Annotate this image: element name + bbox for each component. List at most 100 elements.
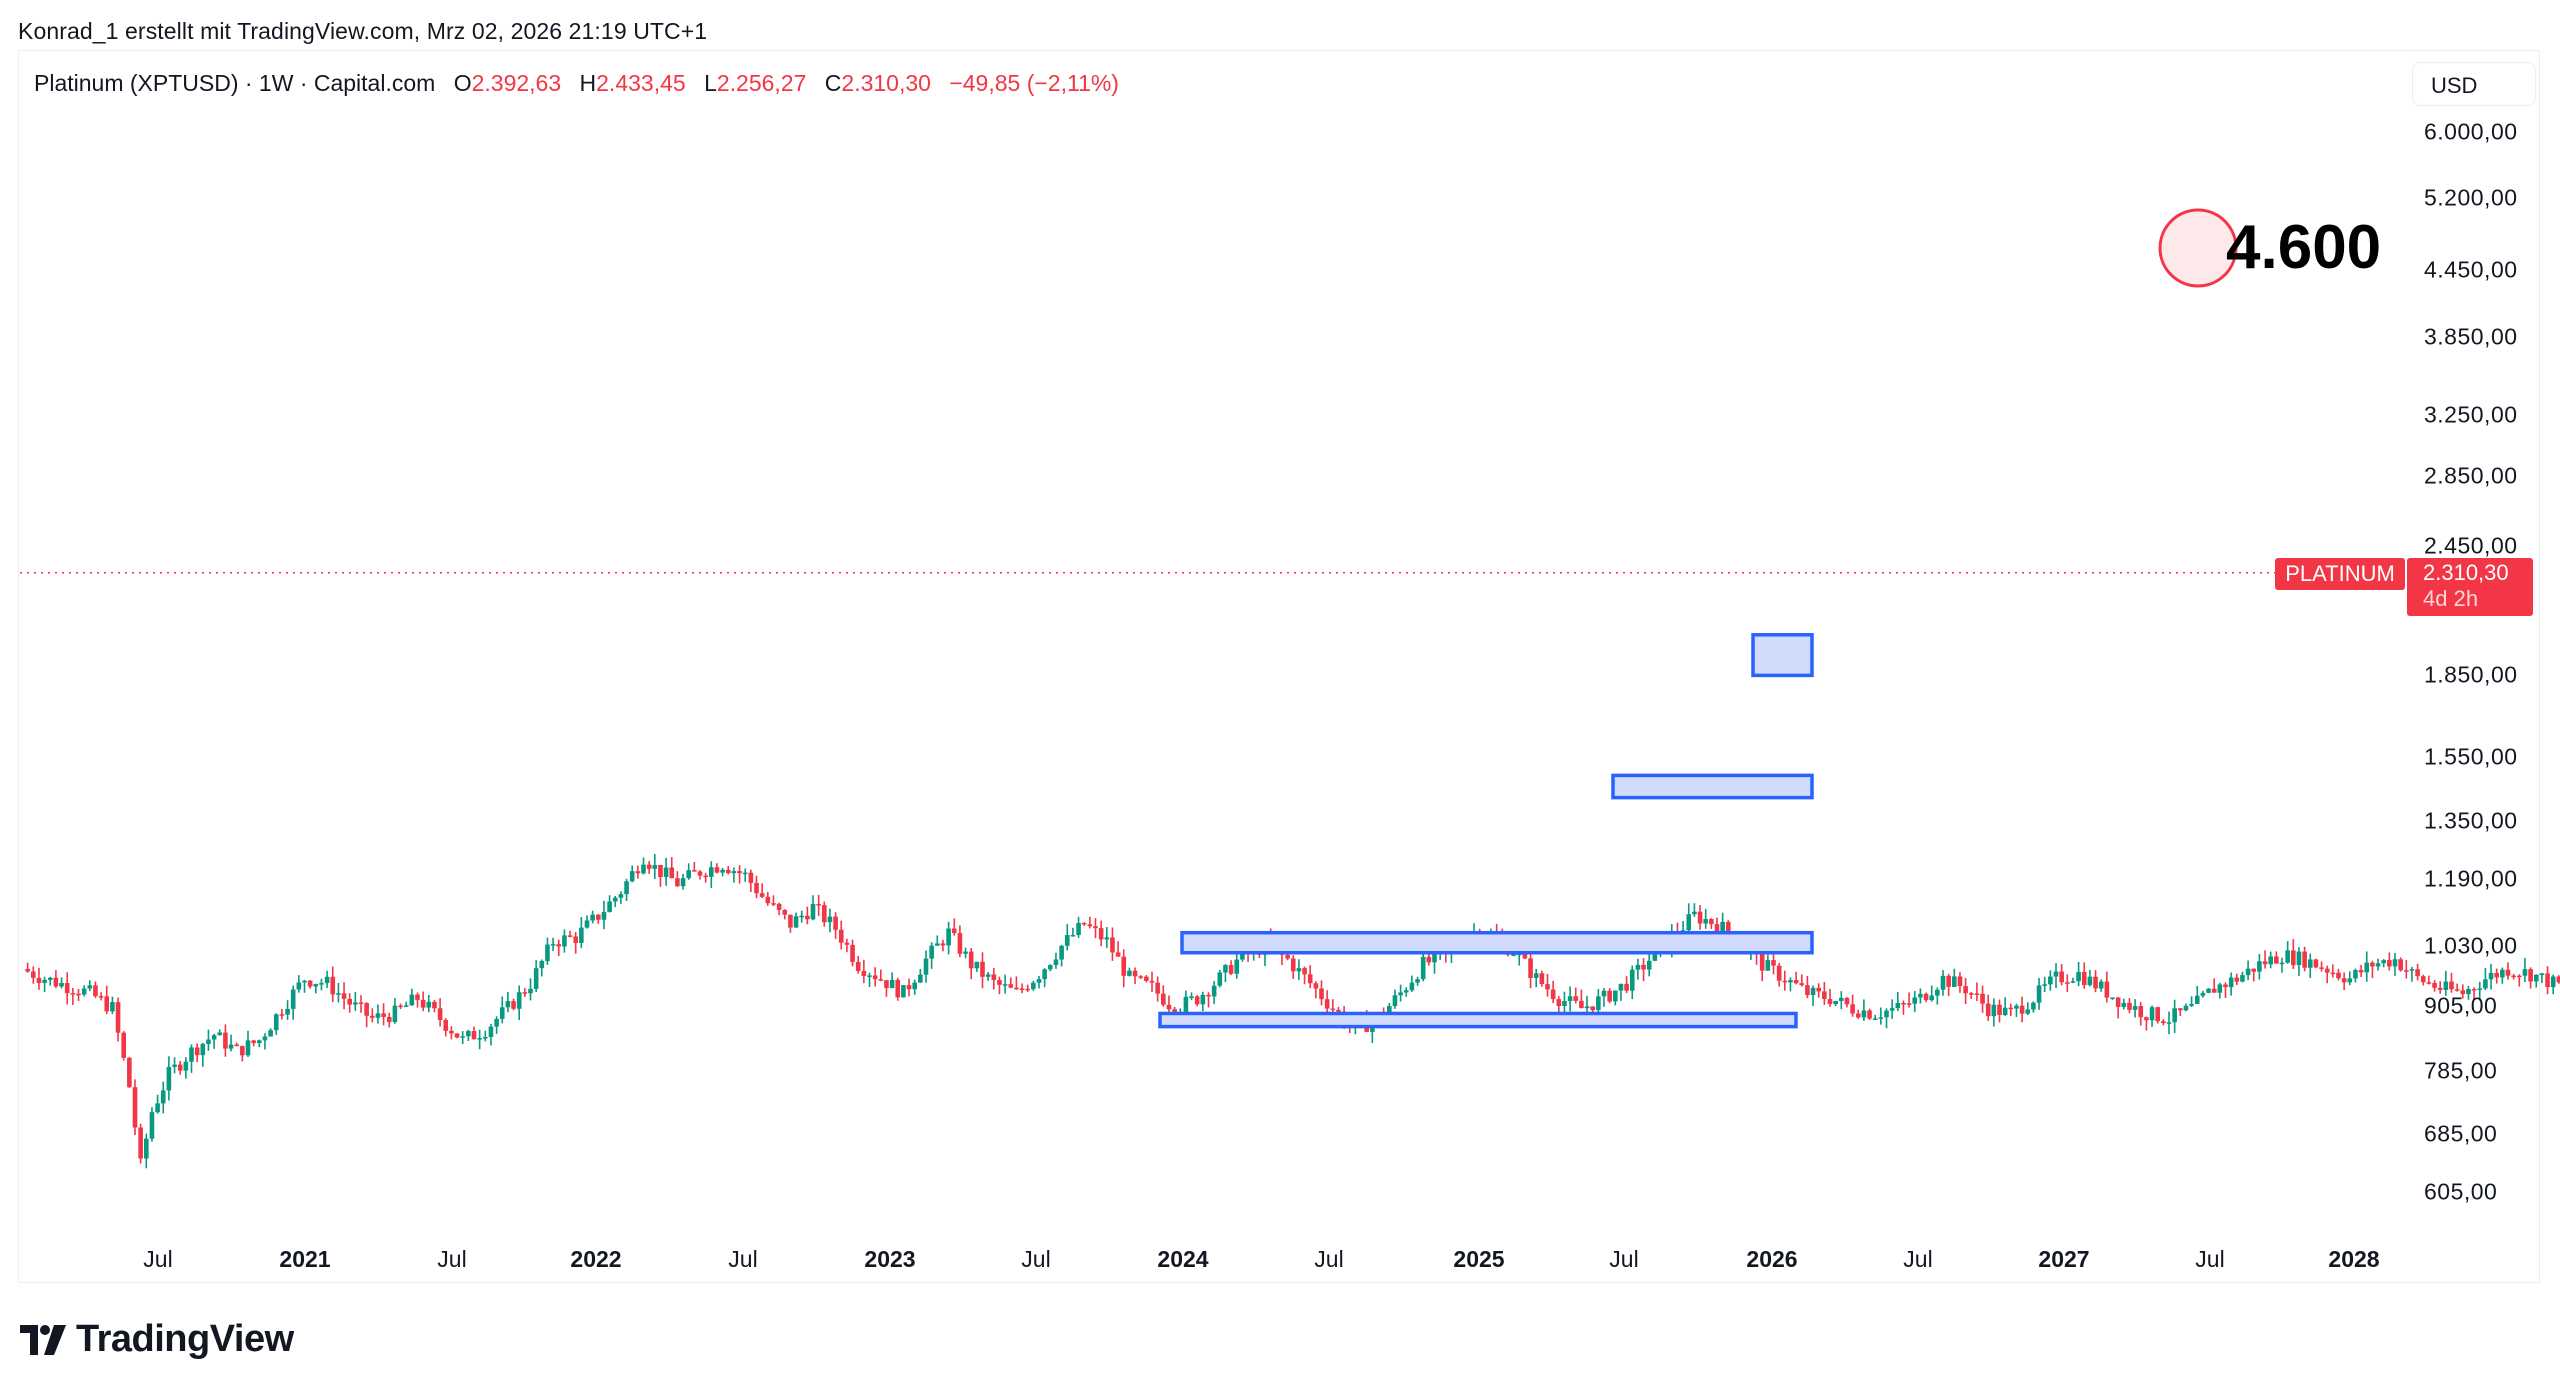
candle-body <box>1324 999 1330 1009</box>
candle-body <box>1895 1003 1901 1009</box>
time-tick-label: 2028 <box>2328 1246 2380 1272</box>
candle-body <box>1952 976 1957 987</box>
candle-body <box>2206 988 2211 993</box>
candle-body <box>2268 956 2273 965</box>
zone-1030-box <box>1180 930 1814 955</box>
candle-body <box>1703 919 1708 924</box>
candle-body <box>1839 997 1844 1001</box>
candle-body <box>1567 996 1573 1002</box>
candle-body <box>2291 950 2296 966</box>
symbol-title[interactable]: Platinum (XPTUSD) · 1W · Capital.com <box>34 70 436 96</box>
candle-body <box>1522 953 1528 959</box>
tradingview-logo[interactable]: TradingView <box>20 1318 294 1361</box>
candle-body <box>1064 935 1070 946</box>
candle-body <box>313 984 319 987</box>
candle-body <box>765 896 771 904</box>
chart-frame[interactable] <box>18 50 2540 1283</box>
price-tick-label: 1.030,00 <box>2424 932 2518 959</box>
target-annotation-text[interactable]: 4.600 <box>2226 213 2382 282</box>
candle-body <box>2517 975 2522 978</box>
candle-body <box>2381 960 2386 964</box>
candle-body <box>2166 1022 2172 1024</box>
time-tick-label: Jul <box>1314 1246 1344 1272</box>
candle-body <box>550 944 556 946</box>
candle-body <box>624 881 629 895</box>
candle-body <box>1127 970 1132 976</box>
candle-body <box>1194 996 1200 1005</box>
price-tick-label: 3.850,00 <box>2424 323 2518 350</box>
candle-body <box>364 1003 369 1016</box>
candle-body <box>98 996 104 998</box>
candle-body <box>200 1043 206 1056</box>
candle-body <box>680 878 686 887</box>
candle-body <box>533 968 539 989</box>
candle-body <box>1968 993 1974 995</box>
candle-body <box>386 1016 392 1023</box>
time-tick-label: Jul <box>728 1246 758 1272</box>
currency-button[interactable]: USD <box>2412 62 2536 106</box>
candle-body <box>2550 976 2556 988</box>
candle-body <box>646 864 652 869</box>
candle-body <box>420 999 426 1008</box>
candle-body <box>1991 1004 1997 1017</box>
candle-body <box>47 977 53 980</box>
candle-body <box>1319 988 1324 1000</box>
candle-body <box>494 1018 499 1027</box>
candle-body <box>1963 986 1968 994</box>
candle-body <box>539 961 545 969</box>
candle-body <box>1861 1010 1867 1018</box>
candle-body <box>957 933 963 954</box>
price-tick-label: 1.850,00 <box>2424 661 2518 688</box>
candle-body <box>528 988 533 994</box>
candle-body <box>607 901 612 912</box>
candle-body <box>1302 968 1307 975</box>
candle-body <box>1957 976 1963 987</box>
candle-body <box>1867 1010 1872 1019</box>
price-tick-label: 1.350,00 <box>2424 807 2518 834</box>
candle-body <box>115 1002 121 1033</box>
candle-body <box>850 944 855 962</box>
candle-body <box>177 1064 183 1071</box>
candle-body <box>1714 924 1720 933</box>
candle-body <box>2228 977 2234 988</box>
candle-body <box>1805 985 1810 996</box>
candle-body <box>2409 969 2415 971</box>
candle-body <box>53 977 59 987</box>
candle-body <box>799 915 804 918</box>
change-value: −49,85 (−2,11%) <box>949 70 1119 96</box>
candle-body <box>2330 972 2336 975</box>
low-value: 2.256,27 <box>716 70 807 96</box>
candle-body <box>833 916 838 930</box>
candle-body <box>2110 997 2115 1000</box>
candle-body <box>206 1039 211 1044</box>
time-tick-label: Jul <box>1609 1246 1639 1272</box>
candle-body <box>1234 959 1240 974</box>
candle-body <box>1613 990 1618 1002</box>
candle-body <box>771 903 776 905</box>
candle-body <box>579 927 584 943</box>
candle-body <box>838 929 844 943</box>
candle-body <box>991 974 997 981</box>
candle-body <box>2149 1007 2155 1021</box>
candle-body <box>1929 995 1934 1001</box>
price-tick-label: 3.250,00 <box>2424 401 2518 428</box>
candle-body <box>759 893 765 897</box>
candle-body <box>36 977 42 983</box>
candle-body <box>1098 928 1104 940</box>
candle-body <box>731 871 737 874</box>
candle-body <box>635 871 641 874</box>
candle-body <box>963 951 968 954</box>
candle-body <box>1980 993 1985 1004</box>
target-circle-icon <box>2158 208 2238 288</box>
candle-body <box>946 928 951 946</box>
candle-body <box>1912 997 1918 1004</box>
candle-body <box>2387 960 2392 967</box>
candle-body <box>189 1047 194 1062</box>
candle-body <box>1946 975 1951 987</box>
candle-body <box>2313 959 2319 968</box>
candle-body <box>709 867 714 877</box>
candle-body <box>822 905 827 923</box>
candle-body <box>155 1103 160 1113</box>
candle-body <box>697 871 703 876</box>
